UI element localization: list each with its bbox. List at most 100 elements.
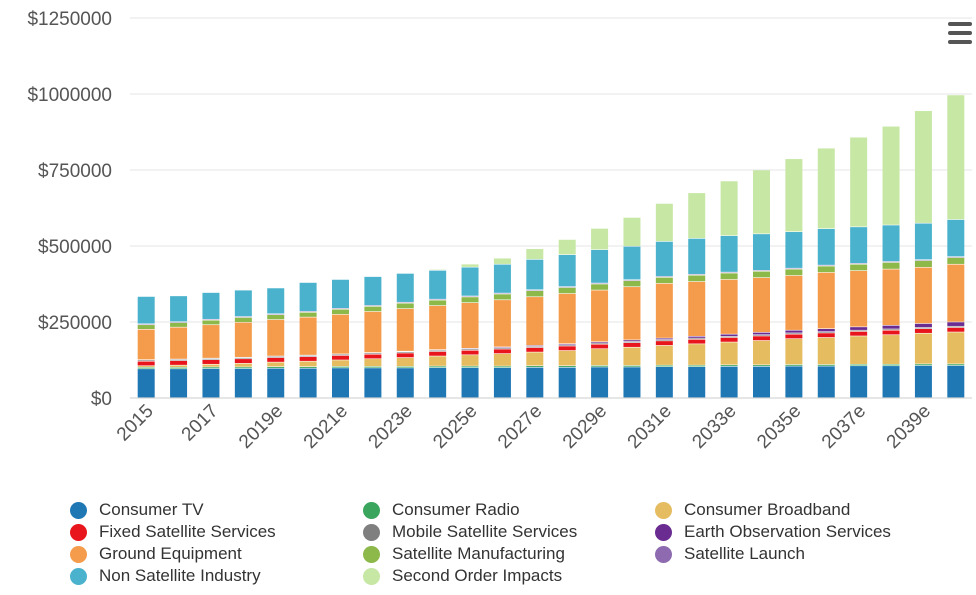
bar-segment[interactable] xyxy=(526,249,543,259)
bar-segment[interactable] xyxy=(202,369,219,398)
bar-segment[interactable] xyxy=(915,364,932,365)
bar-segment[interactable] xyxy=(947,332,964,363)
bar-segment[interactable] xyxy=(947,220,964,256)
bar-segment[interactable] xyxy=(915,328,932,329)
bar-segment[interactable] xyxy=(462,297,479,302)
bar-segment[interactable] xyxy=(947,366,964,398)
bar-segment[interactable] xyxy=(688,193,705,238)
legend-item[interactable]: Second Order Impacts xyxy=(363,566,562,586)
bar-segment[interactable] xyxy=(947,265,964,322)
bar-segment[interactable] xyxy=(591,284,608,289)
bar-segment[interactable] xyxy=(202,320,219,324)
bar-segment[interactable] xyxy=(688,344,705,365)
bar-segment[interactable] xyxy=(818,332,835,333)
bar-segment[interactable] xyxy=(753,336,770,340)
bar-segment[interactable] xyxy=(785,232,802,268)
bar-segment[interactable] xyxy=(883,366,900,397)
bar-segment[interactable] xyxy=(915,111,932,223)
bar-segment[interactable] xyxy=(915,366,932,398)
bar-segment[interactable] xyxy=(170,365,187,367)
bar-segment[interactable] xyxy=(753,170,770,233)
bar-segment[interactable] xyxy=(850,137,867,226)
bar-segment[interactable] xyxy=(300,356,317,357)
bar-segment[interactable] xyxy=(785,334,802,338)
bar-segment[interactable] xyxy=(785,339,802,364)
bar-segment[interactable] xyxy=(332,355,349,356)
bar-segment[interactable] xyxy=(721,338,738,342)
bar-segment[interactable] xyxy=(138,297,155,324)
bar-segment[interactable] xyxy=(462,368,479,397)
bar-segment[interactable] xyxy=(883,335,900,364)
bar-segment[interactable] xyxy=(623,218,640,246)
bar-segment[interactable] xyxy=(623,247,640,280)
bar-segment[interactable] xyxy=(526,368,543,398)
bar-segment[interactable] xyxy=(494,265,511,293)
bar-segment[interactable] xyxy=(818,333,835,337)
bar-segment[interactable] xyxy=(138,360,155,361)
bar-segment[interactable] xyxy=(883,269,900,325)
bar-segment[interactable] xyxy=(364,312,381,352)
bar-segment[interactable] xyxy=(138,366,155,367)
bar-segment[interactable] xyxy=(170,361,187,365)
bar-segment[interactable] xyxy=(364,307,381,312)
legend-item[interactable]: Satellite Launch xyxy=(655,544,805,564)
bar-segment[interactable] xyxy=(753,333,770,335)
bar-segment[interactable] xyxy=(785,276,802,330)
bar-segment[interactable] xyxy=(332,280,349,308)
bar-segment[interactable] xyxy=(526,291,543,296)
bar-segment[interactable] xyxy=(202,359,219,360)
bar-segment[interactable] xyxy=(883,365,900,366)
bar-segment[interactable] xyxy=(235,358,252,359)
bar-segment[interactable] xyxy=(332,310,349,315)
bar-segment[interactable] xyxy=(300,367,317,368)
bar-segment[interactable] xyxy=(462,366,479,367)
bar-segment[interactable] xyxy=(785,365,802,366)
bar-segment[interactable] xyxy=(494,354,511,366)
bar-segment[interactable] xyxy=(785,269,802,275)
bar-segment[interactable] xyxy=(138,369,155,397)
bar-segment[interactable] xyxy=(494,294,511,299)
bar-segment[interactable] xyxy=(429,351,446,352)
bar-segment[interactable] xyxy=(462,355,479,366)
bar-segment[interactable] xyxy=(721,342,738,364)
bar-segment[interactable] xyxy=(591,229,608,250)
bar-segment[interactable] xyxy=(332,356,349,360)
bar-segment[interactable] xyxy=(462,351,479,355)
bar-segment[interactable] xyxy=(267,320,284,356)
bar-segment[interactable] xyxy=(397,358,414,366)
bar-segment[interactable] xyxy=(559,368,576,398)
bar-segment[interactable] xyxy=(688,365,705,366)
bar-segment[interactable] xyxy=(462,349,479,350)
bar-segment[interactable] xyxy=(656,242,673,276)
bar-segment[interactable] xyxy=(915,329,932,333)
bar-segment[interactable] xyxy=(883,263,900,269)
legend-item[interactable]: Ground Equipment xyxy=(70,544,242,564)
bar-segment[interactable] xyxy=(656,340,673,341)
bar-segment[interactable] xyxy=(623,281,640,286)
bar-segment[interactable] xyxy=(753,365,770,366)
bar-segment[interactable] xyxy=(397,367,414,368)
bar-segment[interactable] xyxy=(267,357,284,358)
bar-segment[interactable] xyxy=(753,367,770,398)
bar-segment[interactable] xyxy=(332,367,349,368)
bar-segment[interactable] xyxy=(883,331,900,335)
bar-segment[interactable] xyxy=(656,284,673,338)
bar-segment[interactable] xyxy=(721,181,738,235)
bar-segment[interactable] xyxy=(721,334,738,336)
bar-segment[interactable] xyxy=(526,347,543,348)
bar-segment[interactable] xyxy=(170,360,187,361)
bar-segment[interactable] xyxy=(850,336,867,364)
legend-item[interactable]: Consumer TV xyxy=(70,500,204,520)
bar-segment[interactable] xyxy=(300,362,317,367)
bar-segment[interactable] xyxy=(235,369,252,398)
bar-segment[interactable] xyxy=(656,365,673,366)
bar-segment[interactable] xyxy=(591,290,608,341)
bar-segment[interactable] xyxy=(623,367,640,397)
bar-segment[interactable] xyxy=(332,315,349,354)
bar-segment[interactable] xyxy=(559,366,576,367)
bar-segment[interactable] xyxy=(300,369,317,398)
bar-segment[interactable] xyxy=(235,367,252,368)
bar-segment[interactable] xyxy=(818,365,835,366)
bar-segment[interactable] xyxy=(785,366,802,397)
bar-segment[interactable] xyxy=(623,348,640,366)
